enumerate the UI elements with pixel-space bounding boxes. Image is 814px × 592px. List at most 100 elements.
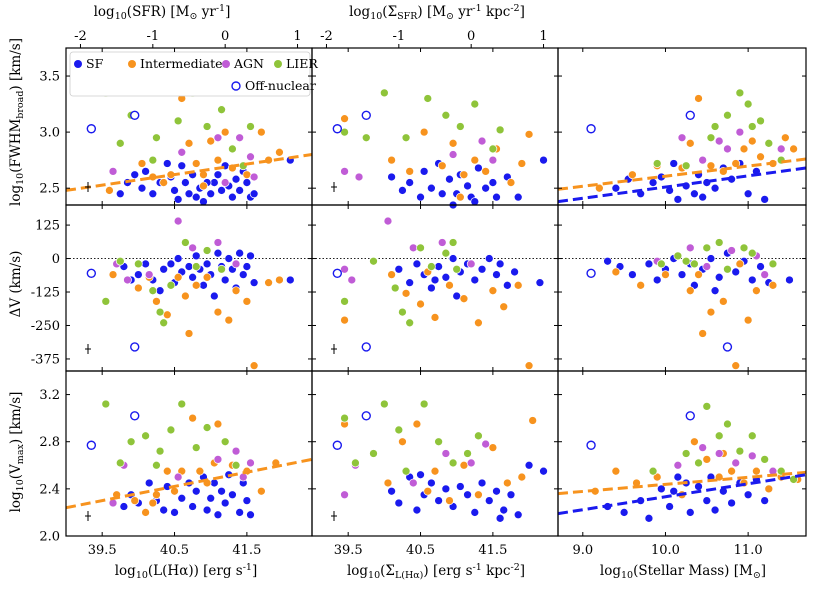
point-intermediate: [685, 138, 695, 148]
point-sf: [441, 272, 451, 282]
point-sf: [474, 163, 483, 173]
point-sf: [673, 195, 683, 204]
point-lier: [714, 238, 724, 247]
fit-line-sf: [557, 473, 807, 516]
point-sf: [191, 486, 201, 496]
point-sf: [756, 262, 765, 271]
point-intermediate: [152, 297, 161, 306]
point-intermediate: [213, 419, 223, 429]
point-lier: [217, 105, 226, 115]
point-off-nuclear: [722, 342, 733, 352]
point-agn: [731, 458, 741, 468]
point-intermediate: [387, 155, 396, 165]
point-lier: [166, 425, 176, 435]
point-intermediate: [661, 270, 670, 279]
point-sf: [448, 254, 458, 263]
point-lier: [495, 125, 505, 135]
point-sf: [170, 508, 179, 517]
point-intermediate: [148, 498, 158, 508]
point-agn: [408, 478, 418, 488]
point-intermediate: [628, 170, 637, 180]
point-lier: [115, 138, 125, 148]
point-lier: [656, 259, 666, 269]
point-sf: [235, 186, 244, 195]
point-agn: [144, 270, 154, 279]
point-intermediate: [690, 437, 699, 447]
point-sf: [285, 275, 295, 285]
point-sf: [652, 275, 662, 285]
point-intermediate: [195, 466, 205, 476]
point-intermediate: [459, 460, 469, 470]
x-tick-label: 40.5: [160, 543, 189, 558]
point-sf: [495, 259, 505, 269]
y-tick-label: 2.5: [39, 182, 60, 197]
point-sf: [202, 505, 212, 515]
point-off-nuclear: [86, 124, 97, 134]
point-off-nuclear: [332, 268, 343, 278]
point-lier: [739, 243, 749, 253]
point-sf: [785, 275, 794, 285]
point-sf: [470, 508, 480, 517]
point-lier: [398, 307, 407, 317]
point-lier: [448, 238, 458, 247]
panels: [65, 47, 807, 537]
point-intermediate: [652, 472, 662, 482]
point-agn: [735, 127, 745, 137]
point-intermediate: [445, 280, 454, 290]
point-sf: [115, 189, 125, 199]
point-intermediate: [173, 272, 183, 282]
point-intermediate: [401, 289, 411, 298]
point-lier: [340, 413, 349, 423]
panel-2-2: [311, 204, 559, 372]
point-lier: [202, 246, 212, 255]
point-sf: [477, 264, 487, 274]
point-intermediate: [735, 259, 745, 269]
point-intermediate: [191, 280, 201, 290]
point-intermediate: [752, 286, 761, 296]
point-lier: [648, 466, 658, 476]
x-tick-label: 10.0: [651, 543, 680, 558]
point-lier: [702, 402, 712, 411]
point-intermediate: [257, 127, 266, 137]
point-sf: [416, 470, 425, 480]
point-lier: [690, 259, 699, 269]
point-agn: [698, 443, 708, 452]
left-axis-label-1: log10​(FWHMbroad​) [km/s]: [8, 38, 26, 206]
top-tick-label: -1: [392, 29, 405, 44]
point-sf: [394, 264, 404, 274]
point-sf: [162, 159, 172, 168]
point-agn: [231, 259, 241, 269]
point-sf: [760, 496, 770, 505]
point-sf: [611, 183, 621, 193]
point-intermediate: [768, 280, 778, 290]
point-sf: [231, 174, 241, 184]
point-lier: [148, 155, 158, 165]
point-sf: [155, 286, 165, 296]
point-agn: [702, 262, 712, 271]
legend: SF Intermediate AGN LIER Off-nuclear: [69, 51, 318, 97]
point-lier: [723, 264, 732, 274]
point-sf: [173, 254, 183, 263]
point-sf: [698, 192, 708, 202]
point-intermediate: [636, 280, 646, 290]
point-sf: [492, 192, 501, 202]
point-sf: [702, 496, 712, 505]
point-intermediate: [752, 466, 761, 476]
point-lier: [416, 243, 425, 253]
y-tick-label: -250: [31, 319, 60, 334]
point-intermediate: [423, 486, 433, 496]
point-sf: [213, 248, 223, 258]
point-agn: [776, 144, 786, 154]
point-agn: [698, 155, 708, 165]
point-intermediate: [387, 270, 396, 279]
point-lier: [401, 133, 411, 143]
point-lier: [768, 259, 778, 269]
point-sf: [694, 482, 703, 491]
point-lier: [173, 116, 183, 126]
point-lier: [735, 88, 745, 98]
point-intermediate: [488, 286, 498, 296]
point-agn: [723, 144, 732, 154]
point-agn: [760, 270, 770, 279]
point-intermediate: [137, 159, 147, 168]
point-intermediate: [206, 136, 216, 146]
